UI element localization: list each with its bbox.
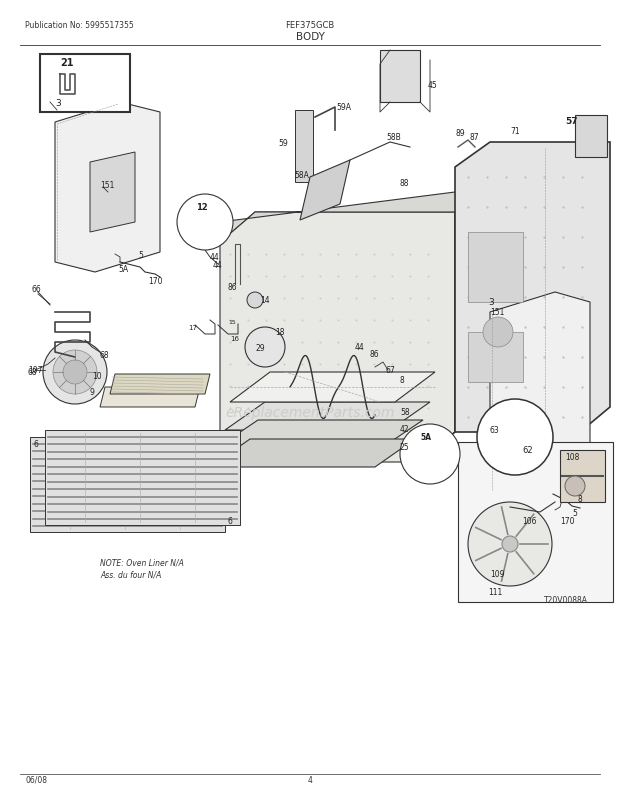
- Text: 5A: 5A: [118, 264, 128, 273]
- Text: 151: 151: [490, 308, 505, 317]
- Text: 108: 108: [565, 453, 579, 462]
- Polygon shape: [218, 420, 423, 448]
- Text: 87: 87: [470, 133, 480, 142]
- Text: 18: 18: [275, 328, 285, 337]
- Circle shape: [502, 537, 518, 553]
- Text: 58: 58: [400, 408, 410, 417]
- Polygon shape: [110, 375, 210, 395]
- Text: 66: 66: [32, 286, 42, 294]
- Text: Publication No: 5995517355: Publication No: 5995517355: [25, 21, 134, 30]
- Text: 44: 44: [355, 343, 365, 352]
- Polygon shape: [210, 439, 415, 468]
- Bar: [40, 55, 130, 113]
- Text: 68: 68: [28, 368, 38, 377]
- Text: 14: 14: [260, 296, 270, 305]
- Text: 16: 16: [230, 335, 239, 342]
- Bar: [380, 51, 420, 103]
- Text: 3: 3: [488, 298, 494, 307]
- Text: 62: 62: [522, 446, 533, 455]
- Text: 44: 44: [213, 260, 223, 269]
- Bar: [295, 111, 313, 183]
- Text: 86: 86: [228, 282, 237, 291]
- Text: 5A: 5A: [420, 433, 431, 442]
- Text: 42: 42: [400, 425, 410, 434]
- Text: 06/08: 06/08: [25, 775, 47, 784]
- Polygon shape: [455, 143, 610, 432]
- Circle shape: [477, 399, 553, 476]
- Text: 88: 88: [400, 178, 409, 187]
- Polygon shape: [300, 160, 350, 221]
- Polygon shape: [420, 183, 490, 463]
- Text: 59A: 59A: [336, 103, 351, 111]
- Circle shape: [400, 424, 460, 484]
- Text: 57: 57: [565, 116, 578, 125]
- Text: 86: 86: [370, 350, 379, 359]
- Circle shape: [63, 361, 87, 384]
- Bar: [458, 443, 613, 602]
- Text: 67: 67: [385, 366, 395, 375]
- Text: 29: 29: [256, 344, 265, 353]
- Text: 15: 15: [228, 320, 236, 325]
- Text: 8: 8: [400, 376, 405, 385]
- Text: 58A: 58A: [294, 170, 309, 180]
- Text: Ass. du four N/A: Ass. du four N/A: [100, 569, 161, 579]
- Circle shape: [247, 293, 263, 309]
- Circle shape: [53, 350, 97, 395]
- Text: 106: 106: [522, 516, 536, 525]
- Text: 3: 3: [55, 99, 61, 107]
- Text: 8: 8: [578, 495, 583, 504]
- Text: 170: 170: [148, 276, 162, 286]
- Circle shape: [177, 195, 233, 251]
- Text: 12: 12: [196, 202, 208, 211]
- Circle shape: [245, 327, 285, 367]
- Text: 6: 6: [228, 516, 233, 525]
- Text: 10: 10: [92, 372, 102, 381]
- Text: 6: 6: [33, 440, 38, 449]
- Text: BODY: BODY: [296, 32, 324, 42]
- Circle shape: [43, 341, 107, 404]
- Text: 109: 109: [490, 569, 505, 579]
- Text: 89: 89: [456, 128, 466, 137]
- Bar: [575, 115, 607, 158]
- Text: 5: 5: [572, 508, 577, 516]
- Text: eReplacementParts.com: eReplacementParts.com: [225, 406, 395, 419]
- Circle shape: [483, 318, 513, 347]
- Text: 59: 59: [278, 138, 288, 148]
- Polygon shape: [45, 431, 240, 525]
- Polygon shape: [220, 213, 455, 463]
- Text: 170: 170: [560, 516, 575, 525]
- Bar: [468, 333, 523, 383]
- Polygon shape: [230, 373, 435, 403]
- Text: 44: 44: [210, 253, 219, 262]
- Polygon shape: [55, 103, 160, 273]
- Bar: [468, 233, 523, 302]
- Polygon shape: [100, 387, 200, 407]
- Text: FEF375GCB: FEF375GCB: [285, 21, 335, 30]
- Text: 21: 21: [60, 58, 74, 68]
- Text: 111: 111: [488, 588, 502, 597]
- Text: 5: 5: [138, 250, 143, 259]
- Text: 9: 9: [90, 388, 95, 397]
- Text: 4: 4: [308, 775, 312, 784]
- Text: 68: 68: [100, 351, 110, 360]
- Text: 71: 71: [510, 127, 520, 136]
- Text: 63: 63: [490, 426, 500, 435]
- Text: 151: 151: [100, 180, 114, 189]
- Polygon shape: [225, 403, 430, 431]
- Text: 107: 107: [28, 366, 43, 375]
- Polygon shape: [490, 293, 590, 502]
- Circle shape: [565, 476, 585, 496]
- Text: 17: 17: [188, 325, 197, 330]
- Circle shape: [468, 502, 552, 586]
- Text: NOTE: Oven Liner N/A: NOTE: Oven Liner N/A: [100, 558, 184, 567]
- Text: T20V0088A: T20V0088A: [544, 596, 588, 605]
- Polygon shape: [90, 153, 135, 233]
- Polygon shape: [220, 163, 490, 243]
- Bar: [560, 451, 605, 502]
- Text: 45: 45: [428, 80, 438, 89]
- Text: 58B: 58B: [386, 133, 401, 142]
- Polygon shape: [30, 437, 225, 533]
- Text: 25: 25: [400, 443, 410, 452]
